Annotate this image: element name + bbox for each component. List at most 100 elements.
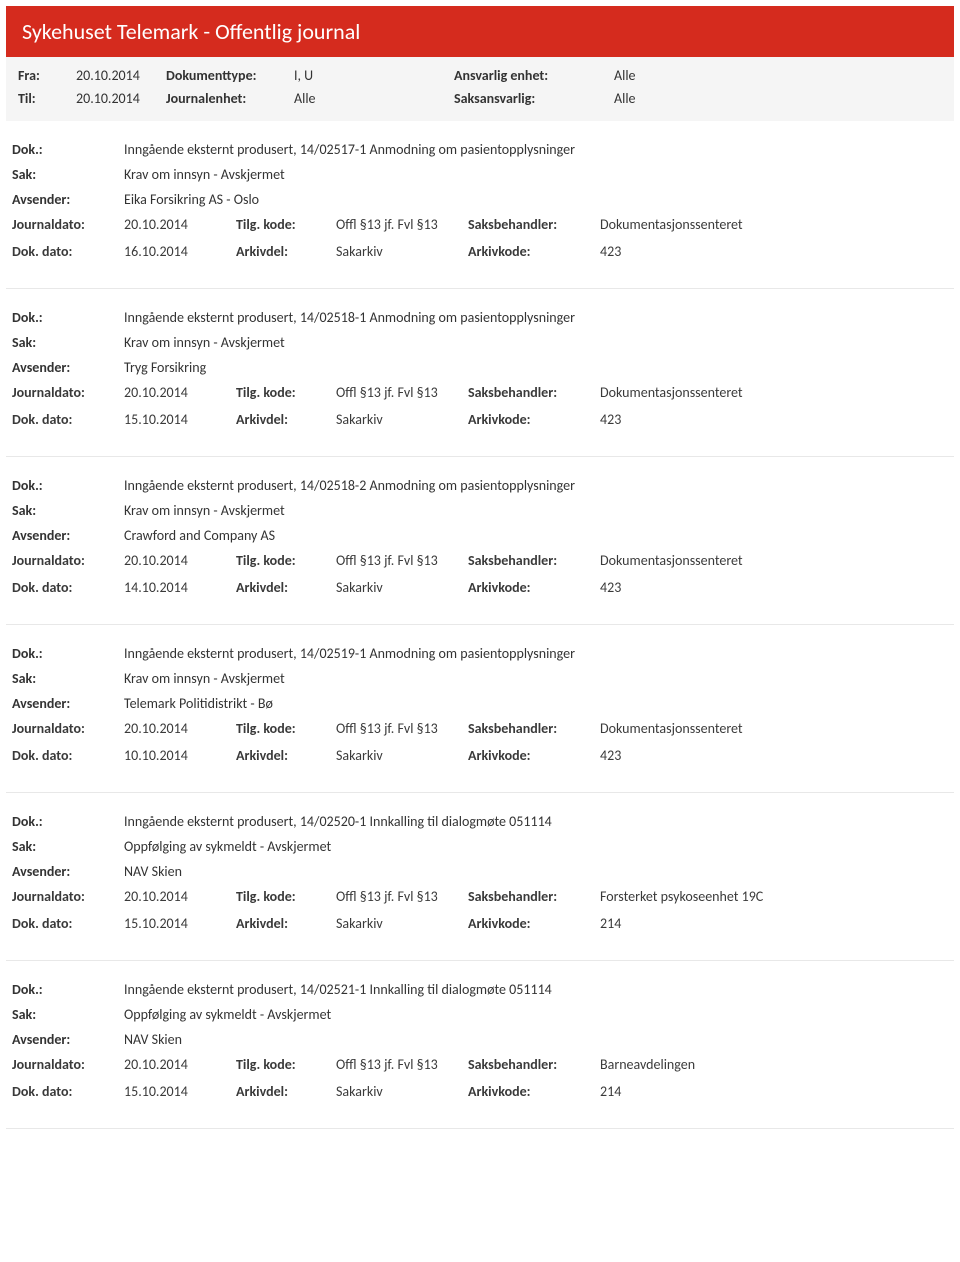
dok-label: Dok.:	[12, 141, 124, 158]
journal-entry: Dok.: Inngående eksternt produsert, 14/0…	[6, 457, 954, 625]
avsender-label: Avsender:	[12, 527, 124, 544]
meta-row-1: Journaldato: 20.10.2014 Tilg. kode: Offl…	[12, 216, 948, 233]
filter-row-2: Til: 20.10.2014 Journalenhet: Alle Saksa…	[18, 90, 942, 107]
sak-label: Sak:	[12, 166, 124, 183]
arkivdel-label: Arkivdel:	[236, 1083, 336, 1100]
dokdato-value: 10.10.2014	[124, 747, 236, 764]
meta-row-2: Dok. dato: 14.10.2014 Arkivdel: Sakarkiv…	[12, 579, 948, 596]
tilgkode-label: Tilg. kode:	[236, 1056, 336, 1073]
arkivdel-label: Arkivdel:	[236, 747, 336, 764]
sak-label: Sak:	[12, 502, 124, 519]
saksansvarlig-value: Alle	[614, 90, 636, 107]
tilgkode-value: Offl §13 jf. Fvl §13	[336, 384, 468, 401]
avsender-label: Avsender:	[12, 1031, 124, 1048]
meta-row-1: Journaldato: 20.10.2014 Tilg. kode: Offl…	[12, 552, 948, 569]
tilgkode-label: Tilg. kode:	[236, 216, 336, 233]
dok-value: Inngående eksternt produsert, 14/02520-1…	[124, 813, 552, 830]
avsender-label: Avsender:	[12, 191, 124, 208]
tilgkode-value: Offl §13 jf. Fvl §13	[336, 216, 468, 233]
arkivdel-value: Sakarkiv	[336, 915, 468, 932]
dok-label: Dok.:	[12, 477, 124, 494]
dokdato-value: 15.10.2014	[124, 1083, 236, 1100]
saksbehandler-label: Saksbehandler:	[468, 1056, 600, 1073]
avsender-value: Tryg Forsikring	[124, 359, 206, 376]
journalenhet-value: Alle	[294, 90, 454, 107]
meta-row-2: Dok. dato: 10.10.2014 Arkivdel: Sakarkiv…	[12, 747, 948, 764]
tilgkode-value: Offl §13 jf. Fvl §13	[336, 552, 468, 569]
dok-label: Dok.:	[12, 309, 124, 326]
journaldato-value: 20.10.2014	[124, 888, 236, 905]
dok-value: Inngående eksternt produsert, 14/02517-1…	[124, 141, 575, 158]
arkivdel-label: Arkivdel:	[236, 579, 336, 596]
dokdato-value: 16.10.2014	[124, 243, 236, 260]
journal-entry: Dok.: Inngående eksternt produsert, 14/0…	[6, 961, 954, 1129]
tilgkode-label: Tilg. kode:	[236, 888, 336, 905]
journaldato-label: Journaldato:	[12, 216, 124, 233]
tilgkode-value: Offl §13 jf. Fvl §13	[336, 720, 468, 737]
dok-row: Dok.: Inngående eksternt produsert, 14/0…	[12, 309, 948, 326]
dok-value: Inngående eksternt produsert, 14/02521-1…	[124, 981, 552, 998]
saksbehandler-label: Saksbehandler:	[468, 216, 600, 233]
dok-row: Dok.: Inngående eksternt produsert, 14/0…	[12, 141, 948, 158]
journaldato-value: 20.10.2014	[124, 1056, 236, 1073]
fra-label: Fra:	[18, 67, 76, 84]
til-label: Til:	[18, 90, 76, 107]
avsender-row: Avsender: NAV Skien	[12, 1031, 948, 1048]
saksbehandler-value: Dokumentasjonssenteret	[600, 552, 948, 569]
avsender-value: Telemark Politidistrikt - Bø	[124, 695, 273, 712]
dok-value: Inngående eksternt produsert, 14/02519-1…	[124, 645, 575, 662]
journaldato-value: 20.10.2014	[124, 720, 236, 737]
dok-value: Inngående eksternt produsert, 14/02518-2…	[124, 477, 575, 494]
journal-entry: Dok.: Inngående eksternt produsert, 14/0…	[6, 289, 954, 457]
arkivdel-value: Sakarkiv	[336, 411, 468, 428]
arkivkode-label: Arkivkode:	[468, 243, 600, 260]
meta-row-1: Journaldato: 20.10.2014 Tilg. kode: Offl…	[12, 1056, 948, 1073]
avsender-row: Avsender: NAV Skien	[12, 863, 948, 880]
arkivkode-label: Arkivkode:	[468, 579, 600, 596]
meta-row-2: Dok. dato: 15.10.2014 Arkivdel: Sakarkiv…	[12, 411, 948, 428]
meta-row-2: Dok. dato: 15.10.2014 Arkivdel: Sakarkiv…	[12, 1083, 948, 1100]
arkivkode-value: 423	[600, 579, 948, 596]
dok-label: Dok.:	[12, 981, 124, 998]
til-value: 20.10.2014	[76, 90, 166, 107]
avsender-row: Avsender: Tryg Forsikring	[12, 359, 948, 376]
arkivdel-value: Sakarkiv	[336, 747, 468, 764]
doktype-value: I, U	[294, 67, 454, 84]
arkivdel-value: Sakarkiv	[336, 579, 468, 596]
avsender-value: Eika Forsikring AS - Oslo	[124, 191, 259, 208]
sak-value: Krav om innsyn - Avskjermet	[124, 334, 285, 351]
arkivkode-value: 214	[600, 915, 948, 932]
dok-row: Dok.: Inngående eksternt produsert, 14/0…	[12, 645, 948, 662]
saksbehandler-label: Saksbehandler:	[468, 384, 600, 401]
saksbehandler-value: Dokumentasjonssenteret	[600, 216, 948, 233]
dokdato-value: 14.10.2014	[124, 579, 236, 596]
journaldato-label: Journaldato:	[12, 888, 124, 905]
dokdato-label: Dok. dato:	[12, 747, 124, 764]
meta-row-2: Dok. dato: 15.10.2014 Arkivdel: Sakarkiv…	[12, 915, 948, 932]
page-title-bar: Sykehuset Telemark - Offentlig journal	[6, 6, 954, 57]
sak-label: Sak:	[12, 1006, 124, 1023]
filter-panel: Fra: 20.10.2014 Dokumenttype: I, U Ansva…	[6, 57, 954, 121]
fra-value: 20.10.2014	[76, 67, 166, 84]
sak-label: Sak:	[12, 670, 124, 687]
sak-row: Sak: Oppfølging av sykmeldt - Avskjermet	[12, 1006, 948, 1023]
arkivdel-label: Arkivdel:	[236, 243, 336, 260]
arkivkode-label: Arkivkode:	[468, 915, 600, 932]
sak-value: Krav om innsyn - Avskjermet	[124, 166, 285, 183]
saksbehandler-value: Dokumentasjonssenteret	[600, 384, 948, 401]
tilgkode-label: Tilg. kode:	[236, 384, 336, 401]
avsender-label: Avsender:	[12, 359, 124, 376]
avsender-value: Crawford and Company AS	[124, 527, 275, 544]
dokdato-label: Dok. dato:	[12, 1083, 124, 1100]
meta-row-1: Journaldato: 20.10.2014 Tilg. kode: Offl…	[12, 384, 948, 401]
dok-label: Dok.:	[12, 813, 124, 830]
arkivkode-label: Arkivkode:	[468, 411, 600, 428]
entries-list: Dok.: Inngående eksternt produsert, 14/0…	[0, 121, 960, 1129]
arkivdel-label: Arkivdel:	[236, 915, 336, 932]
saksbehandler-label: Saksbehandler:	[468, 888, 600, 905]
journaldato-label: Journaldato:	[12, 1056, 124, 1073]
journaldato-value: 20.10.2014	[124, 216, 236, 233]
sak-row: Sak: Oppfølging av sykmeldt - Avskjermet	[12, 838, 948, 855]
journal-entry: Dok.: Inngående eksternt produsert, 14/0…	[6, 121, 954, 289]
journalenhet-label: Journalenhet:	[166, 90, 294, 107]
